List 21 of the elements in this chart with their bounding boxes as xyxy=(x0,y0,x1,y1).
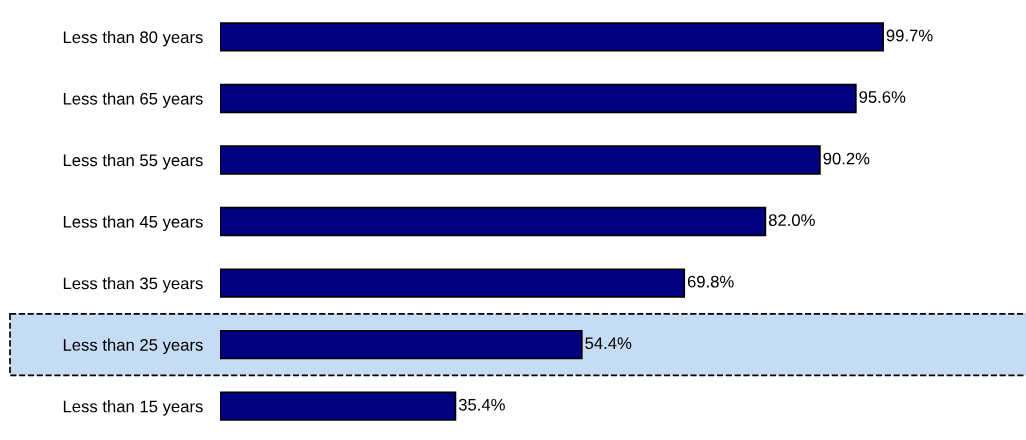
y-tick-label: Less than 65 years xyxy=(63,92,203,108)
y-tick-label: Less than 25 years xyxy=(63,338,203,355)
y-tick-label: Less than 55 years xyxy=(63,153,203,170)
y-tick-label: Less than 35 years xyxy=(63,277,203,293)
bar xyxy=(220,83,857,114)
data-label: 54.4% xyxy=(585,337,632,350)
data-label: 69.8% xyxy=(687,275,734,288)
bar xyxy=(220,329,583,360)
y-tick-label: Less than 15 years xyxy=(63,400,203,416)
y-tick-label: Less than 45 years xyxy=(63,215,203,232)
bar xyxy=(220,145,821,175)
bar xyxy=(220,206,767,237)
data-label: 35.4% xyxy=(458,398,505,411)
data-label: 99.7% xyxy=(886,29,933,42)
data-label: 90.2% xyxy=(823,152,870,165)
y-tick-label: Less than 80 years xyxy=(63,30,203,47)
data-label: 95.6% xyxy=(859,91,906,103)
bar xyxy=(220,391,457,421)
bar xyxy=(220,22,884,52)
data-label: 82.0% xyxy=(768,214,815,227)
bar xyxy=(220,268,686,298)
